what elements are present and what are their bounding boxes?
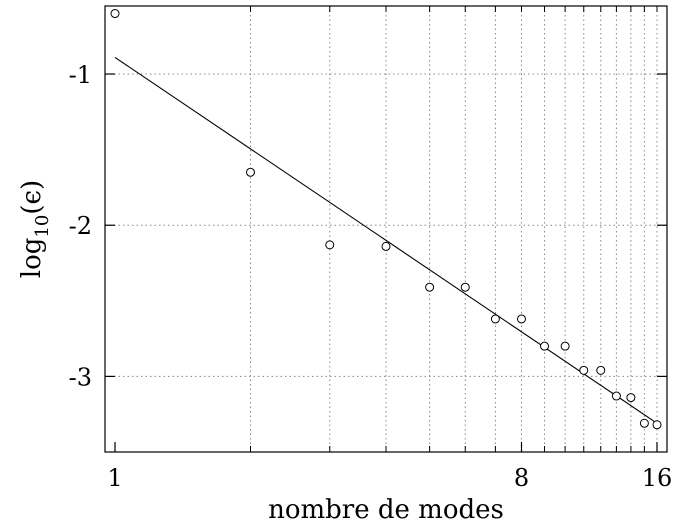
data-point [639, 418, 649, 428]
chart-series [110, 9, 662, 430]
plot-frame [104, 5, 668, 453]
data-point [325, 240, 335, 250]
data-point [246, 167, 255, 177]
y-tick-label: -1 [69, 61, 92, 89]
fit-line [114, 56, 658, 424]
data-point [460, 282, 470, 292]
y-tick-label: -2 [69, 212, 92, 240]
data-point [381, 241, 391, 251]
y-axis-title-subscript: 10 [32, 215, 53, 238]
y-axis-title: log10(ϵ) [17, 180, 53, 278]
y-axis-title-argument: (ϵ) [17, 180, 47, 215]
x-tick-label: 8 [514, 464, 529, 492]
data-point [596, 365, 606, 375]
data-point [425, 282, 435, 292]
x-axis-title: nombre de modes [268, 495, 504, 525]
data-point [626, 393, 636, 403]
data-point [560, 341, 570, 351]
data-point [110, 9, 120, 19]
grid [105, 6, 667, 452]
data-point [579, 365, 589, 375]
data-point [517, 314, 526, 324]
data-point [652, 420, 662, 430]
data-point [540, 341, 550, 351]
x-tick-label: 16 [642, 464, 673, 492]
x-tick-label: 1 [107, 464, 122, 492]
data-point [611, 391, 621, 401]
y-tick-label: -3 [69, 363, 92, 391]
y-axis-title-base: log [17, 238, 47, 279]
data-point [490, 314, 500, 324]
axis-ticks: 1 8 16 -1 -2 -3 [69, 6, 673, 492]
